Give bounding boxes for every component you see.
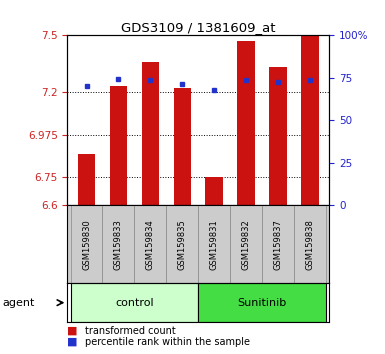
Text: ■: ■ (67, 326, 78, 336)
Text: GSM159832: GSM159832 (242, 219, 251, 270)
Text: GSM159834: GSM159834 (146, 219, 155, 270)
Text: percentile rank within the sample: percentile rank within the sample (85, 337, 250, 347)
Bar (110, 86, 127, 205)
Text: GSM159830: GSM159830 (82, 219, 91, 270)
Text: GSM159835: GSM159835 (178, 219, 187, 270)
Bar (70, 283, 198, 322)
Bar (102, 205, 134, 283)
Bar (238, 41, 255, 205)
Text: agent: agent (2, 298, 34, 308)
Bar (301, 35, 319, 205)
Bar (198, 205, 230, 283)
Text: control: control (115, 298, 154, 308)
Bar (270, 68, 287, 205)
Text: GSM159838: GSM159838 (306, 219, 315, 270)
Text: transformed count: transformed count (85, 326, 176, 336)
Bar (70, 205, 102, 283)
Title: GDS3109 / 1381609_at: GDS3109 / 1381609_at (121, 21, 276, 34)
Bar (230, 205, 262, 283)
Bar (166, 205, 198, 283)
Bar (206, 177, 223, 205)
Text: GSM159837: GSM159837 (274, 219, 283, 270)
Bar (174, 88, 191, 205)
Bar (198, 283, 326, 322)
Text: Sunitinib: Sunitinib (238, 298, 287, 308)
Bar (134, 205, 166, 283)
Bar (294, 205, 326, 283)
Bar (142, 62, 159, 205)
Bar (78, 154, 95, 205)
Bar (262, 205, 294, 283)
Text: GSM159833: GSM159833 (114, 219, 123, 270)
Text: ■: ■ (67, 337, 78, 347)
Text: GSM159831: GSM159831 (210, 219, 219, 270)
